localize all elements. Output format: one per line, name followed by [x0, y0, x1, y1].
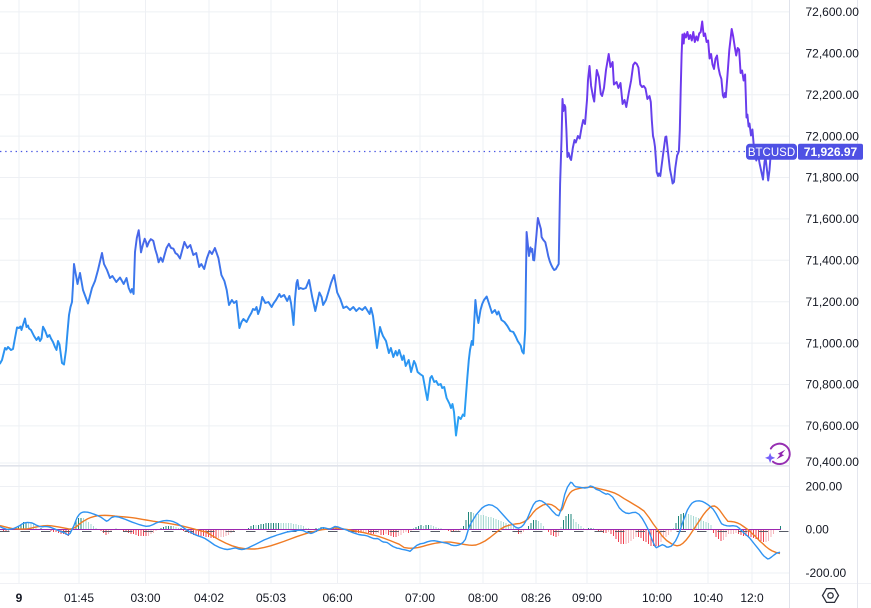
svg-text:08:00: 08:00 [468, 591, 498, 605]
svg-text:09:00: 09:00 [572, 591, 602, 605]
svg-text:71,926.97: 71,926.97 [804, 145, 858, 159]
svg-text:71,000.00: 71,000.00 [806, 336, 860, 350]
svg-text:200.00: 200.00 [806, 480, 843, 494]
svg-text:10:00: 10:00 [642, 591, 672, 605]
svg-text:04:02: 04:02 [194, 591, 224, 605]
svg-text:71,200.00: 71,200.00 [806, 295, 860, 309]
svg-text:72,200.00: 72,200.00 [806, 88, 860, 102]
svg-text:-200.00: -200.00 [806, 566, 847, 580]
svg-text:72,000.00: 72,000.00 [806, 129, 860, 143]
svg-text:05:03: 05:03 [256, 591, 286, 605]
svg-text:01:45: 01:45 [64, 591, 94, 605]
svg-text:70,800.00: 70,800.00 [806, 378, 860, 392]
svg-text:08:26: 08:26 [521, 591, 551, 605]
svg-text:70,400.00: 70,400.00 [806, 455, 860, 469]
svg-text:71,800.00: 71,800.00 [806, 171, 860, 185]
svg-text:70,600.00: 70,600.00 [806, 419, 860, 433]
svg-text:72,600.00: 72,600.00 [806, 5, 860, 19]
svg-text:07:00: 07:00 [405, 591, 435, 605]
svg-text:0.00: 0.00 [806, 523, 830, 537]
svg-text:71,400.00: 71,400.00 [806, 254, 860, 268]
svg-text:10:40: 10:40 [693, 591, 723, 605]
svg-text:9: 9 [16, 591, 23, 605]
svg-text:03:00: 03:00 [130, 591, 160, 605]
svg-text:72,400.00: 72,400.00 [806, 47, 860, 61]
svg-text:06:00: 06:00 [322, 591, 352, 605]
svg-text:71,600.00: 71,600.00 [806, 212, 860, 226]
svg-text:12:0: 12:0 [740, 591, 764, 605]
svg-text:BTCUSD: BTCUSD [748, 147, 795, 159]
